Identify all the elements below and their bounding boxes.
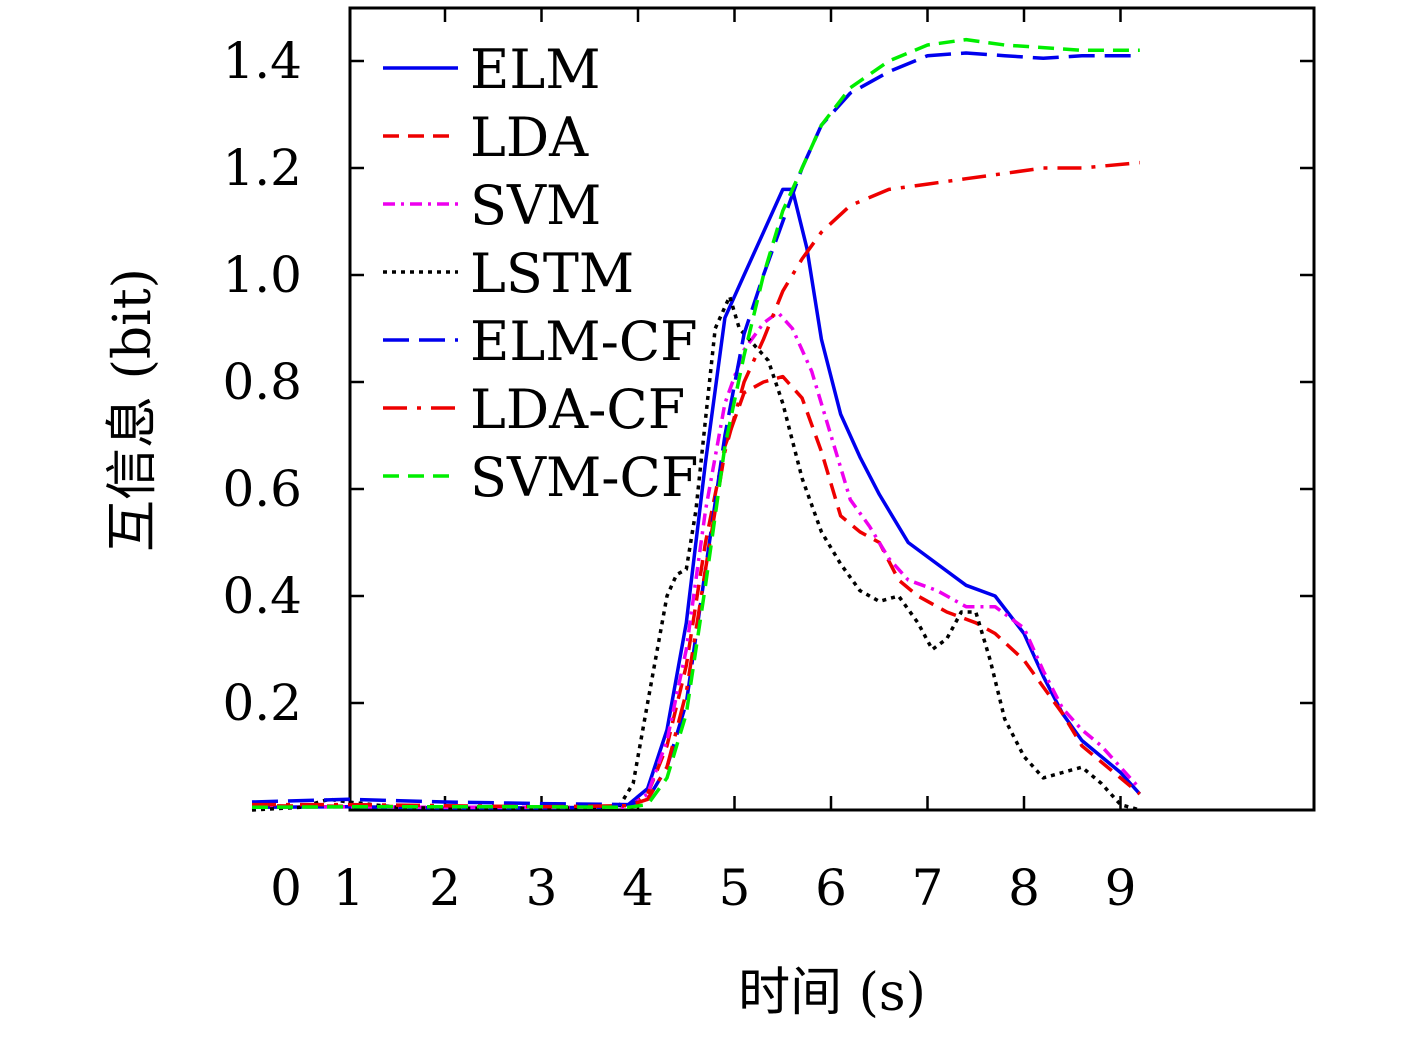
series-line-elm-cf xyxy=(251,51,1140,807)
y-tick-label: 0.4 xyxy=(222,567,302,625)
legend-label-elm-cf: ELM-CF xyxy=(470,310,698,373)
legend-label-svm: SVM xyxy=(470,174,601,237)
y-tick-label: 1.0 xyxy=(222,246,302,304)
series-line-svm xyxy=(251,310,1142,810)
y-tick-label: 0.8 xyxy=(222,353,302,411)
x-tick-label: 7 xyxy=(912,859,944,917)
x-axis-label: 时间 (s) xyxy=(738,963,926,1023)
x-tick-label: 5 xyxy=(719,859,751,917)
legend-label-lstm: LSTM xyxy=(470,242,634,305)
x-tick-label: 6 xyxy=(815,859,847,917)
plot-frame xyxy=(348,6,1316,812)
series-line-lda-cf xyxy=(252,160,1140,809)
x-tick-label: 1 xyxy=(333,859,365,917)
x-tick-label: 9 xyxy=(1105,859,1137,917)
plot-frame-group xyxy=(348,6,1316,812)
legend-label-lda-cf: LDA-CF xyxy=(470,378,685,441)
y-tick-label: 1.2 xyxy=(222,139,302,197)
y-tick-label: 1.4 xyxy=(222,32,302,90)
y-ticks: 0.2 0.4 0.6 0.8 1.0 1.2 1.4 xyxy=(222,32,1314,732)
legend-label-elm: ELM xyxy=(470,38,601,101)
y-tick-label: 0.6 xyxy=(222,460,302,518)
x-tick-label: 0 xyxy=(270,859,302,917)
series-line-svm-cf xyxy=(251,37,1140,810)
legend-label-svm-cf: SVM-CF xyxy=(470,446,698,509)
x-tick-label: 8 xyxy=(1008,859,1040,917)
series-line-lda xyxy=(251,374,1141,810)
x-tick-label: 2 xyxy=(429,859,461,917)
x-tick-label: 4 xyxy=(622,859,654,917)
legend-label-lda: LDA xyxy=(470,106,589,169)
x-tick-label: 3 xyxy=(526,859,558,917)
y-tick-label: 0.2 xyxy=(222,674,302,732)
y-axis-label: 互信息 (bit) xyxy=(103,268,163,552)
series-group xyxy=(251,37,1142,812)
